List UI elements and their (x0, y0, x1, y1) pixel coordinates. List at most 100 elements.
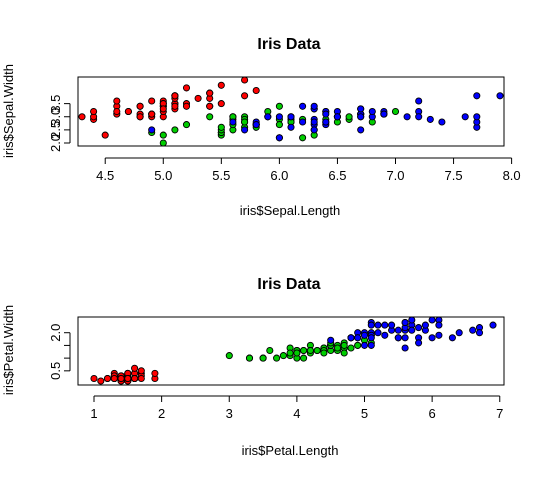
data-point (182, 84, 191, 92)
data-point (388, 321, 396, 329)
data-point (489, 321, 497, 329)
x-tick-label: 6.5 (328, 168, 346, 183)
data-point (428, 316, 436, 324)
x-tick-label: 5.0 (154, 168, 172, 183)
data-point (259, 354, 267, 362)
data-point (367, 334, 375, 342)
data-point (101, 131, 109, 139)
data-point (241, 92, 249, 100)
data-point (333, 113, 341, 121)
data-point (360, 331, 369, 339)
data-point (171, 92, 179, 100)
data-point (354, 341, 362, 349)
data-point (241, 126, 249, 134)
data-point (171, 126, 179, 134)
data-point (275, 134, 283, 142)
x-tick-label: 6 (429, 406, 436, 421)
data-point (438, 118, 446, 126)
data-point (182, 121, 191, 129)
x-axis: 1 2 3 4 5 6 7 (90, 395, 503, 421)
data-point (435, 321, 443, 329)
data-point (310, 126, 318, 134)
data-point (333, 344, 342, 352)
data-point (275, 113, 283, 121)
data-point (403, 113, 411, 121)
data-point (131, 374, 139, 383)
data-point (322, 118, 330, 126)
data-point (475, 329, 484, 337)
x-tick-label: 1 (90, 406, 97, 421)
data-point (182, 102, 191, 110)
data-point (461, 113, 469, 121)
data-point (252, 121, 260, 129)
data-point (347, 334, 355, 342)
plot-frame (77, 76, 505, 147)
data-point (473, 113, 481, 121)
data-point (264, 113, 272, 121)
data-point (408, 316, 416, 324)
y-tick-label: 3.5 (48, 95, 63, 113)
data-point (299, 134, 307, 142)
x-tick-label: 7 (496, 406, 503, 421)
data-point (394, 326, 402, 334)
data-point (354, 334, 362, 342)
data-point (217, 123, 225, 131)
data-point (113, 107, 121, 116)
data-point (401, 318, 409, 327)
data-point (368, 107, 376, 116)
data-point (448, 334, 456, 342)
data-point (381, 331, 389, 339)
data-point (217, 100, 225, 108)
x-tick-label: 4 (293, 406, 300, 421)
data-point (473, 92, 481, 100)
data-point (171, 102, 179, 110)
data-point (286, 349, 294, 357)
y-axis: 2.02.53.03.5 (48, 95, 71, 152)
data-point (287, 113, 295, 121)
data-point (469, 326, 477, 334)
y-axis: 0.5 2.0 (48, 324, 71, 380)
data-point (340, 349, 348, 357)
y-tick-label: 0.5 (48, 362, 63, 380)
data-point (241, 76, 249, 84)
data-point (415, 339, 423, 347)
data-point (300, 346, 308, 355)
plot-petal: Iris Data 1 2 3 4 5 6 7 0.5 2.0 iris$Petal.Leng… (1, 276, 505, 458)
plot-sepal: Iris Data 4.5 5.0 5.5 6.0 6.5 7.0 7.5 8.0 2.02.… (1, 36, 521, 218)
data-point (225, 352, 233, 360)
data-point (310, 118, 318, 126)
data-point (136, 113, 144, 121)
data-point (159, 105, 167, 113)
data-point (496, 92, 504, 100)
data-point (322, 110, 330, 118)
data-point (327, 336, 335, 344)
y-tick-label: 3.0 (48, 108, 63, 126)
data-point (137, 367, 145, 375)
data-point (293, 349, 301, 357)
data-point (415, 324, 423, 332)
x-axis: 4.5 5.0 5.5 6.0 6.5 7.0 7.5 8.0 (96, 157, 521, 183)
data-point (299, 102, 307, 110)
y-tick-label: 2.5 (48, 121, 63, 139)
data-point (90, 374, 98, 383)
data-point (421, 321, 429, 329)
data-point (320, 349, 328, 357)
y-tick-label: 2.0 (48, 134, 63, 152)
data-point (245, 354, 254, 362)
data-point (113, 97, 121, 105)
data-point (367, 321, 375, 329)
data-point (124, 107, 132, 116)
data-point (357, 113, 365, 121)
data-point (159, 131, 167, 139)
y-axis-label: iris$Petal.Width (1, 305, 16, 395)
data-point (241, 118, 249, 126)
data-point (78, 113, 86, 121)
data-point (97, 377, 105, 385)
data-point (137, 374, 145, 383)
data-point (401, 334, 409, 342)
x-tick-label: 3 (226, 406, 233, 421)
data-point (117, 374, 125, 383)
data-point (306, 346, 314, 355)
data-point (380, 110, 388, 118)
data-point (415, 113, 423, 121)
